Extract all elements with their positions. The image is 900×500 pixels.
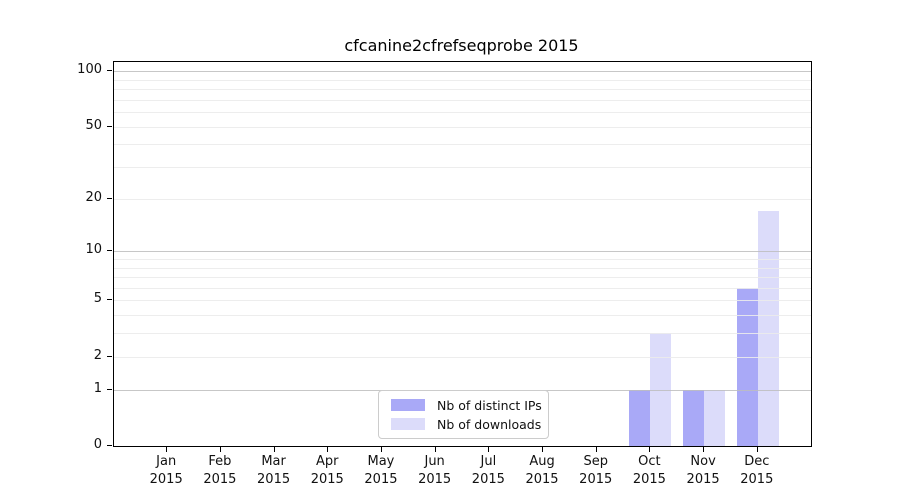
month-label: Mar bbox=[261, 454, 286, 469]
bar-nov-distinct-ips bbox=[683, 389, 705, 446]
year-label: 2015 bbox=[525, 472, 559, 487]
bar-dec-distinct-ips bbox=[736, 287, 758, 446]
x-tick-mark bbox=[434, 447, 436, 452]
x-tick-label-aug: Aug 2015 bbox=[512, 453, 572, 489]
year-label: 2015 bbox=[632, 472, 666, 487]
y-tick-label: 5 bbox=[93, 291, 102, 307]
distinct-ips-swatch bbox=[391, 399, 425, 411]
month-label: Nov bbox=[690, 454, 716, 469]
y-tick-mark bbox=[107, 388, 112, 390]
y-tick-label: 10 bbox=[85, 242, 102, 258]
minor-gridline bbox=[114, 287, 811, 289]
plot-area bbox=[113, 61, 812, 447]
x-tick-mark bbox=[756, 447, 758, 452]
minor-gridline bbox=[114, 277, 811, 279]
x-tick-mark bbox=[273, 447, 275, 452]
minor-gridline bbox=[114, 112, 811, 114]
x-tick-label-apr: Apr 2015 bbox=[297, 453, 357, 489]
y-tick-label: 100 bbox=[77, 62, 102, 78]
x-tick-label-feb: Feb 2015 bbox=[190, 453, 250, 489]
legend-row-downloads: Nb of downloads bbox=[391, 416, 542, 432]
minor-gridline bbox=[114, 99, 811, 101]
y-tick-label: 2 bbox=[93, 347, 102, 363]
y-tick-mark bbox=[107, 70, 112, 72]
year-label: 2015 bbox=[471, 472, 505, 487]
y-tick-label: 1 bbox=[93, 380, 102, 396]
x-tick-label-sep: Sep 2015 bbox=[566, 453, 626, 489]
year-label: 2015 bbox=[257, 472, 291, 487]
x-tick-label-nov: Nov 2015 bbox=[673, 453, 733, 489]
x-tick-mark bbox=[488, 447, 490, 452]
y-tick-mark bbox=[107, 250, 112, 252]
minor-gridline bbox=[114, 356, 811, 358]
year-label: 2015 bbox=[686, 472, 720, 487]
minor-gridline bbox=[114, 198, 811, 200]
month-label: Sep bbox=[583, 454, 608, 469]
y-tick-mark bbox=[107, 197, 112, 199]
minor-gridline bbox=[114, 267, 811, 269]
x-tick-mark bbox=[380, 447, 382, 452]
x-tick-label-jan: Jan 2015 bbox=[136, 453, 196, 489]
minor-gridline bbox=[114, 167, 811, 169]
year-label: 2015 bbox=[740, 472, 774, 487]
x-tick-label-mar: Mar 2015 bbox=[244, 453, 304, 489]
minor-gridline bbox=[114, 144, 811, 146]
month-label: Dec bbox=[744, 454, 770, 469]
legend: Nb of distinct IPs Nb of downloads bbox=[378, 390, 549, 439]
y-tick-mark bbox=[107, 355, 112, 357]
x-tick-mark bbox=[595, 447, 597, 452]
distinct-ips-label: Nb of distinct IPs bbox=[437, 397, 542, 413]
y-tick-mark bbox=[107, 299, 112, 301]
minor-gridline bbox=[114, 333, 811, 335]
month-label: Aug bbox=[529, 454, 555, 469]
y-tick-mark bbox=[107, 445, 112, 446]
y-tick-mark bbox=[107, 125, 112, 127]
month-label: Jun bbox=[424, 454, 445, 469]
minor-gridline bbox=[114, 126, 811, 128]
year-label: 2015 bbox=[418, 472, 452, 487]
month-label: Oct bbox=[638, 454, 661, 469]
y-tick-label: 0 bbox=[93, 437, 102, 452]
minor-gridline bbox=[114, 79, 811, 81]
y-tick-label: 50 bbox=[85, 117, 102, 133]
legend-row-distinct-ips: Nb of distinct IPs bbox=[391, 397, 542, 413]
major-gridline bbox=[114, 251, 811, 253]
month-label: Jul bbox=[480, 454, 497, 469]
x-tick-label-dec: Dec 2015 bbox=[727, 453, 787, 489]
month-label: Jan bbox=[156, 454, 177, 469]
year-label: 2015 bbox=[310, 472, 344, 487]
year-label: 2015 bbox=[203, 472, 237, 487]
x-tick-label-jun: Jun 2015 bbox=[405, 453, 465, 489]
downloads-label: Nb of downloads bbox=[437, 416, 542, 432]
month-label: Apr bbox=[316, 454, 339, 469]
month-label: May bbox=[367, 454, 395, 469]
x-tick-mark bbox=[327, 447, 329, 452]
x-tick-label-may: May 2015 bbox=[351, 453, 411, 489]
x-tick-mark bbox=[542, 447, 544, 452]
year-label: 2015 bbox=[149, 472, 183, 487]
minor-gridline bbox=[114, 315, 811, 317]
x-tick-label-oct: Oct 2015 bbox=[619, 453, 679, 489]
x-tick-mark bbox=[166, 447, 168, 452]
chart-title: cfcanine2cfrefseqprobe 2015 bbox=[344, 36, 579, 55]
minor-gridline bbox=[114, 89, 811, 91]
downloads-swatch bbox=[391, 418, 425, 430]
year-label: 2015 bbox=[579, 472, 613, 487]
x-tick-mark bbox=[649, 447, 651, 452]
bar-nov-downloads bbox=[704, 389, 726, 446]
y-tick-label: 20 bbox=[85, 189, 102, 205]
x-tick-mark bbox=[703, 447, 705, 452]
bar-oct-distinct-ips bbox=[629, 389, 651, 446]
bar-dec-downloads bbox=[757, 211, 779, 446]
x-tick-mark bbox=[219, 447, 221, 452]
minor-gridline bbox=[114, 258, 811, 260]
year-label: 2015 bbox=[364, 472, 398, 487]
x-tick-label-jul: Jul 2015 bbox=[458, 453, 518, 489]
month-label: Feb bbox=[208, 454, 232, 469]
major-gridline bbox=[114, 71, 811, 73]
minor-gridline bbox=[114, 300, 811, 302]
